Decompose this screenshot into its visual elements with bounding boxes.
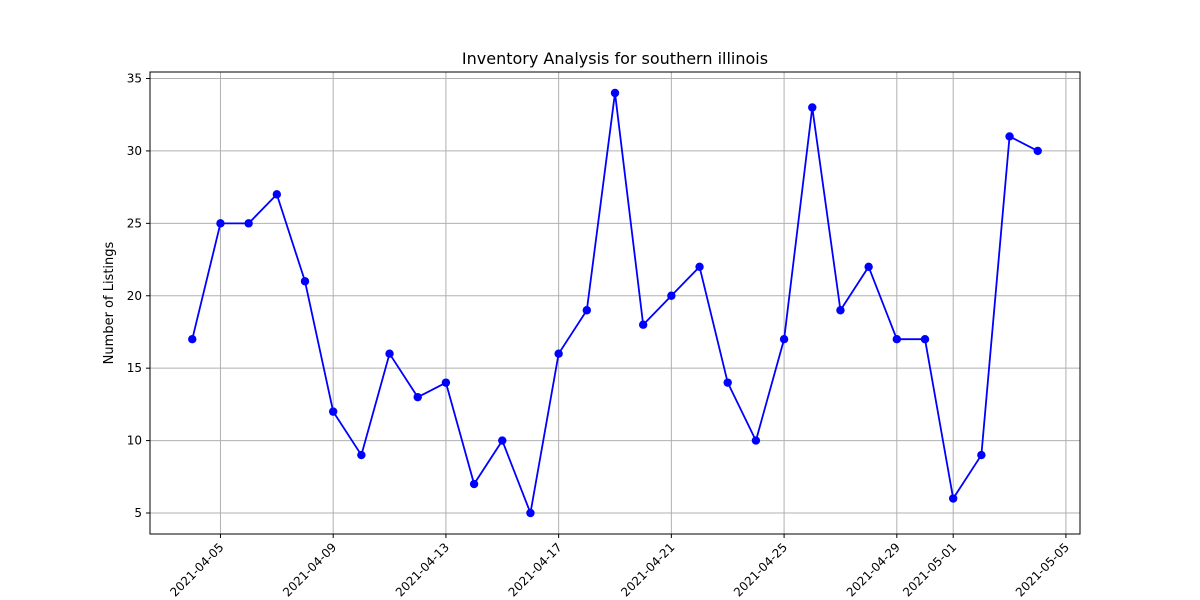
y-tick-label: 30 [127,144,142,158]
data-point [216,219,225,228]
data-point [667,291,676,300]
data-point [1005,132,1014,141]
y-tick-label: 20 [127,289,142,303]
data-point [328,407,338,416]
data-point [441,378,451,387]
x-tick-label: 2021-04-25 [731,540,790,599]
data-point [469,479,479,489]
grid-lines [150,72,1080,534]
y-tick-label: 10 [127,434,142,448]
data-point [892,335,902,344]
data-point [977,450,986,460]
data-point [188,335,197,344]
y-tick-label: 35 [127,72,142,86]
data-point [836,306,845,315]
data-point [864,262,873,271]
x-tick-label: 2021-04-05 [167,540,226,599]
data-point [948,494,958,503]
data-point [1033,146,1042,156]
data-point [638,320,648,329]
data-point [554,349,563,358]
y-tick-label: 25 [127,216,142,230]
data-point [695,262,704,271]
data-point [357,450,366,460]
x-tick-label: 2021-04-17 [506,540,565,599]
plot-area-frame [149,71,1081,535]
x-tick-label: 2021-04-09 [280,540,339,599]
data-point [385,349,394,358]
x-tick-label: 2021-04-29 [844,540,903,599]
data-point [920,335,930,344]
data-point [498,436,507,445]
data-point [723,378,732,387]
data-point [808,103,817,112]
x-tick-label: 2021-04-21 [618,540,677,599]
data-point [610,88,620,98]
chart-title: Inventory Analysis for southern illinois [462,49,768,68]
series-line [191,92,1039,514]
data-point [751,436,761,445]
data-point [526,508,535,518]
x-tick-label: 2021-05-01 [900,540,959,599]
data-point [244,219,253,228]
y-tick-label: 15 [127,361,142,375]
data-point [582,306,592,315]
data-series [188,88,1042,518]
y-tick-label: 5 [134,506,142,520]
x-tick-label: 2021-05-05 [1013,540,1072,599]
x-tick-label: 2021-04-13 [393,540,452,599]
y-axis-label: Number of Listings [102,241,117,364]
data-point [300,277,310,286]
data-point [272,190,282,199]
data-point [413,392,422,402]
data-point [779,335,789,344]
